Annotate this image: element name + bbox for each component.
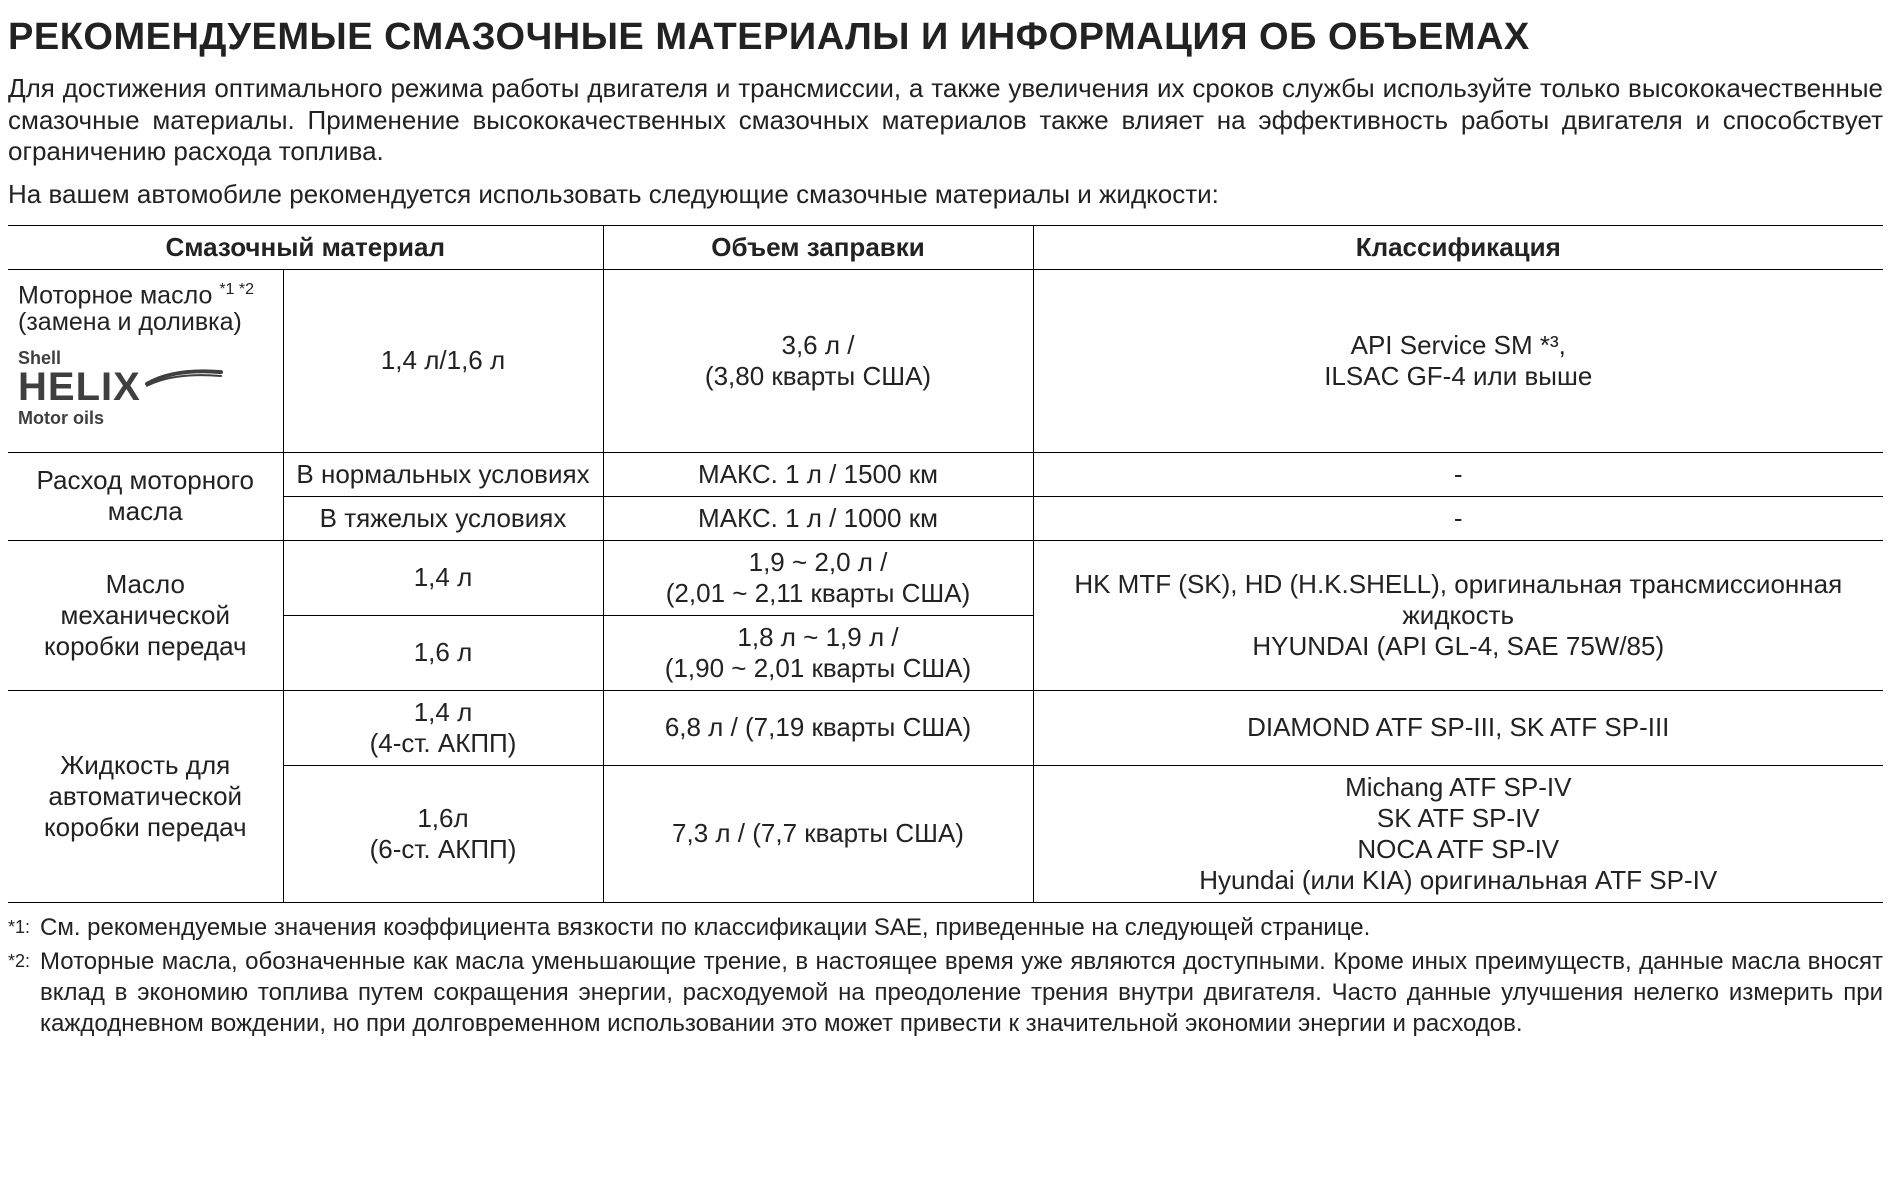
- cell-motor-oil-sub: 1,4 л/1,6 л: [283, 269, 603, 452]
- logo-motoroils: Motor oils: [18, 409, 223, 427]
- auto-r2-class-l4: Hyundai (или KIA) оригинальная ATF SP-IV: [1199, 865, 1717, 895]
- manual-label-l2: коробки передач: [44, 631, 247, 661]
- footnote-1-marker: *1:: [8, 913, 32, 944]
- intro-paragraph-2: На вашем автомобиле рекомендуется исполь…: [8, 178, 1883, 211]
- cell-manual-class: HK MTF (SK), HD (H.K.SHELL), оригинальна…: [1033, 540, 1883, 690]
- cell-manual-label: Масло механической коробки передач: [8, 540, 283, 690]
- auto-r2-sub-l1: 1,6л: [417, 803, 468, 833]
- auto-r1-sub-l1: 1,4 л: [414, 697, 473, 727]
- motor-oil-label-sup: *1 *2: [219, 281, 254, 298]
- motor-oil-volume-l2: (3,80 кварты США): [705, 361, 931, 391]
- manual-r1-vol-l2: (2,01 ~ 2,11 кварты США): [666, 578, 970, 608]
- cell-consumption-hard-cond: В тяжелых условиях: [283, 496, 603, 540]
- auto-r2-class-l3: NOCA ATF SP-IV: [1357, 834, 1559, 864]
- motor-oil-label-line1: Моторное масло: [18, 281, 219, 309]
- row-auto-2: 1,6л (6-ст. АКПП) 7,3 л / (7,7 кварты СШ…: [8, 765, 1883, 902]
- auto-r2-class-l2: SK ATF SP-IV: [1377, 803, 1540, 833]
- cell-auto-r2-vol: 7,3 л / (7,7 кварты США): [603, 765, 1033, 902]
- cell-manual-r2-sub: 1,6 л: [283, 615, 603, 690]
- auto-label-l2: автоматической: [48, 781, 242, 811]
- manual-class-l2: HYUNDAI (API GL-4, SAE 75W/85): [1252, 631, 1664, 661]
- document-page: РЕКОМЕНДУЕМЫЕ СМАЗОЧНЫЕ МАТЕРИАЛЫ И ИНФО…: [0, 0, 1891, 1068]
- footnotes-block: *1: См. рекомендуемые значения коэффицие…: [8, 913, 1883, 1040]
- auto-label-l1: Жидкость для: [60, 750, 230, 780]
- cell-consumption-normal-cond: В нормальных условиях: [283, 452, 603, 496]
- row-consumption-normal: Расход моторного масла В нормальных усло…: [8, 452, 1883, 496]
- row-auto-1: Жидкость для автоматической коробки пере…: [8, 690, 1883, 765]
- cell-manual-r1-sub: 1,4 л: [283, 540, 603, 615]
- cell-consumption-normal-class: -: [1033, 452, 1883, 496]
- page-title: РЕКОМЕНДУЕМЫЕ СМАЗОЧНЫЕ МАТЕРИАЛЫ И ИНФО…: [8, 16, 1883, 59]
- logo-helix-word: HELIX: [18, 367, 141, 407]
- manual-r2-vol-l2: (1,90 ~ 2,01 кварты США): [665, 653, 971, 683]
- cell-consumption-hard-class: -: [1033, 496, 1883, 540]
- header-classification: Классификация: [1033, 225, 1883, 269]
- footnote-1: *1: См. рекомендуемые значения коэффицие…: [8, 913, 1883, 944]
- auto-label-l3: коробки передач: [44, 812, 247, 842]
- cell-auto-label: Жидкость для автоматической коробки пере…: [8, 690, 283, 902]
- footnote-2-text: Моторные масла, обозначенные как масла у…: [40, 947, 1883, 1039]
- cell-motor-oil-class: API Service SM *³, ILSAC GF-4 или выше: [1033, 269, 1883, 452]
- cell-motor-oil-label: Моторное масло *1 *2 (замена и доливка) …: [8, 269, 283, 452]
- footnote-2: *2: Моторные масла, обозначенные как мас…: [8, 947, 1883, 1039]
- cell-auto-r2-sub: 1,6л (6-ст. АКПП): [283, 765, 603, 902]
- cell-consumption-normal-vol: МАКС. 1 л / 1500 км: [603, 452, 1033, 496]
- cell-auto-r2-class: Michang ATF SP-IV SK ATF SP-IV NOCA ATF …: [1033, 765, 1883, 902]
- cell-manual-r2-vol: 1,8 л ~ 1,9 л / (1,90 ~ 2,01 кварты США): [603, 615, 1033, 690]
- motor-oil-class-l1: API Service SM *³,: [1351, 330, 1566, 360]
- cell-auto-r1-class: DIAMOND ATF SP-III, SK ATF SP-III: [1033, 690, 1883, 765]
- intro-paragraph-1: Для достижения оптимального режима работ…: [8, 73, 1883, 168]
- row-motor-oil: Моторное масло *1 *2 (замена и доливка) …: [8, 269, 1883, 452]
- header-volume: Объем заправки: [603, 225, 1033, 269]
- motor-oil-class-l2: ILSAC GF-4 или выше: [1324, 361, 1592, 391]
- auto-r2-class-l1: Michang ATF SP-IV: [1345, 772, 1571, 802]
- shell-helix-logo: Shell HELIX Motor oils: [18, 349, 223, 427]
- manual-class-l1: HK MTF (SK), HD (H.K.SHELL), оригинальна…: [1074, 569, 1842, 630]
- manual-r1-vol-l1: 1,9 ~ 2,0 л /: [749, 547, 888, 577]
- cell-auto-r1-sub: 1,4 л (4-ст. АКПП): [283, 690, 603, 765]
- helix-swoosh-icon: [145, 366, 223, 388]
- cell-auto-r1-vol: 6,8 л / (7,19 кварты США): [603, 690, 1033, 765]
- footnote-2-marker: *2:: [8, 947, 32, 1039]
- cell-manual-r1-vol: 1,9 ~ 2,0 л / (2,01 ~ 2,11 кварты США): [603, 540, 1033, 615]
- header-lubricant: Смазочный материал: [8, 225, 603, 269]
- auto-r1-sub-l2: (4-ст. АКПП): [370, 728, 517, 758]
- lubricants-table: Смазочный материал Объем заправки Класси…: [8, 225, 1883, 903]
- row-manual-1: Масло механической коробки передач 1,4 л…: [8, 540, 1883, 615]
- footnote-1-text: См. рекомендуемые значения коэффициента …: [40, 913, 1883, 944]
- cell-consumption-hard-vol: МАКС. 1 л / 1000 км: [603, 496, 1033, 540]
- motor-oil-volume-l1: 3,6 л /: [782, 330, 855, 360]
- cell-consumption-label: Расход моторного масла: [8, 452, 283, 540]
- auto-r2-sub-l2: (6-ст. АКПП): [370, 834, 517, 864]
- row-consumption-hard: В тяжелых условиях МАКС. 1 л / 1000 км -: [8, 496, 1883, 540]
- manual-label-l1: Масло механической: [61, 569, 230, 630]
- cell-motor-oil-volume: 3,6 л / (3,80 кварты США): [603, 269, 1033, 452]
- table-header-row: Смазочный материал Объем заправки Класси…: [8, 225, 1883, 269]
- manual-r2-vol-l1: 1,8 л ~ 1,9 л /: [737, 622, 898, 652]
- motor-oil-label-line2: (замена и доливка): [18, 308, 242, 336]
